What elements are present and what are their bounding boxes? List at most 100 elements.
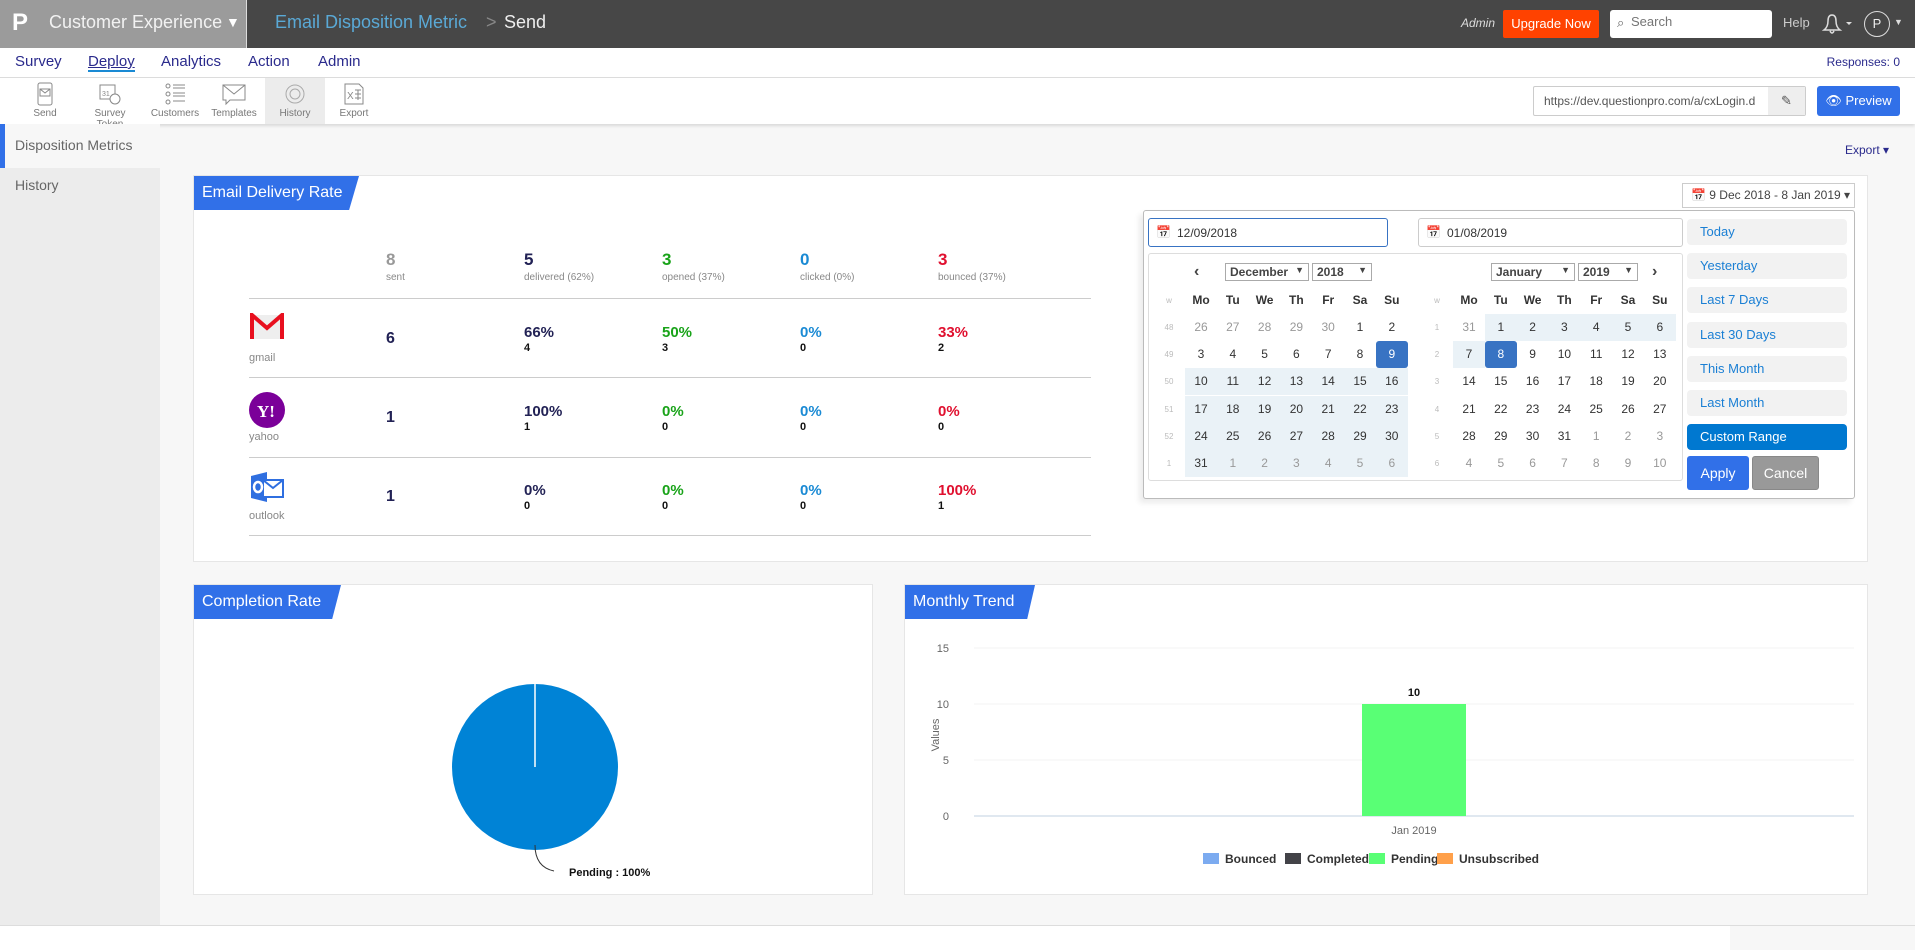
calendar-day[interactable]: 2 [1624,428,1632,443]
calendar-day[interactable]: 28 [1257,320,1272,334]
calendar-day[interactable]: 6 [1643,314,1676,341]
legend-completed[interactable]: Completed [1307,852,1369,866]
tool-history[interactable]: History [265,78,325,124]
breadcrumb-survey[interactable]: Email Disposition Metric [275,12,468,32]
calendar-day[interactable]: 19 [1621,374,1635,389]
range-custom-range[interactable]: Custom Range [1687,424,1847,451]
tool-send[interactable]: Send [15,78,75,124]
calendar-day[interactable]: 7 [1453,341,1485,369]
month-select[interactable]: December ▼ [1225,263,1309,281]
end-date-input[interactable]: 📅 01/08/2019 [1418,218,1683,247]
calendar-day[interactable]: 28 [1312,422,1345,450]
calendar-day[interactable]: 14 [1312,368,1345,396]
calendar-day[interactable]: 26 [1621,401,1635,416]
month-select[interactable]: January ▼ [1491,263,1575,281]
nav-admin[interactable]: Admin [318,53,361,70]
upgrade-button[interactable]: Upgrade Now [1503,10,1599,38]
calendar-day[interactable]: 1 [1484,314,1517,341]
apply-button[interactable]: Apply [1687,456,1749,490]
calendar-day[interactable]: 27 [1226,320,1240,334]
search-box[interactable]: ⌕ [1610,10,1772,38]
calendar-day[interactable]: 17 [1557,374,1572,389]
calendar-day[interactable]: 9 [1624,456,1632,470]
calendar-day[interactable]: 29 [1344,422,1376,450]
cancel-button[interactable]: Cancel [1752,456,1819,490]
calendar-day[interactable]: 3 [1197,347,1205,362]
calendar-day[interactable]: 30 [1525,428,1540,443]
search-input[interactable] [1631,14,1766,29]
legend-swatch[interactable] [1369,853,1385,864]
calendar-day[interactable]: 21 [1312,395,1345,423]
calendar-day[interactable]: 1 [1592,428,1600,443]
calendar-day[interactable]: 2 [1388,320,1396,334]
calendar-day[interactable]: 25 [1589,401,1603,416]
calendar-day[interactable]: 5 [1261,347,1268,362]
calendar-day[interactable]: 31 [1462,320,1476,334]
calendar-day[interactable]: 3 [1656,428,1664,443]
calendar-day[interactable]: 18 [1216,395,1249,423]
nav-analytics[interactable]: Analytics [161,53,222,70]
calendar-day[interactable]: 5 [1344,450,1376,477]
calendar-day[interactable]: 10 [1185,368,1217,396]
calendar-day[interactable]: 23 [1375,395,1408,423]
range-today[interactable]: Today [1687,219,1847,245]
calendar-day[interactable]: 27 [1653,401,1667,416]
nav-deploy[interactable]: Deploy [88,53,135,72]
calendar-day[interactable]: 7 [1561,456,1568,470]
preview-button[interactable]: 👁 Preview [1817,86,1900,116]
pencil-icon[interactable]: ✎ [1768,87,1805,115]
sidebar-item-history[interactable]: History [15,177,59,193]
calendar-day[interactable]: 22 [1494,401,1508,416]
prev-month-icon[interactable]: ‹ [1194,263,1200,280]
calendar-day[interactable]: 17 [1185,395,1217,423]
range-this-month[interactable]: This Month [1687,355,1847,382]
legend-swatch[interactable] [1437,853,1453,864]
calendar-day[interactable]: 6 [1375,450,1408,477]
calendar-day[interactable]: 8 [1356,347,1364,362]
calendar-day[interactable]: 2 [1516,314,1549,341]
range-last-7-days[interactable]: Last 7 Days [1687,287,1847,314]
calendar-day[interactable]: 26 [1194,320,1208,334]
calendar-day[interactable]: 30 [1375,422,1408,450]
calendar-day[interactable]: 25 [1216,422,1249,450]
calendar-day[interactable]: 20 [1653,374,1667,389]
tool-templates[interactable]: Templates [204,78,264,124]
next-month-icon[interactable]: › [1652,263,1658,280]
calendar-day[interactable]: 1 [1356,320,1364,334]
sidebar-item-disposition-metrics[interactable]: Disposition Metrics [0,124,160,168]
legend-pending[interactable]: Pending [1391,852,1438,866]
export-menu[interactable]: Export ▾ [1845,143,1890,157]
calendar-day[interactable]: 12 [1248,368,1281,396]
calendar-day[interactable]: 6 [1293,347,1300,362]
calendar-day[interactable]: 1 [1216,450,1249,477]
tool-customers[interactable]: Customers [145,78,205,124]
calendar-day[interactable]: 4 [1229,347,1237,362]
help-link[interactable]: Help [1783,15,1810,30]
calendar-day[interactable]: 16 [1375,368,1408,396]
tool-export[interactable]: X Export [324,78,384,124]
calendar-day[interactable]: 23 [1525,401,1540,416]
range-yesterday[interactable]: Yesterday [1687,253,1847,280]
avatar[interactable]: P [1864,11,1890,37]
calendar-day[interactable]: 3 [1280,450,1313,477]
calendar-day[interactable]: 11 [1216,368,1249,396]
calendar-day[interactable]: 29 [1289,320,1304,334]
calendar-day[interactable]: 30 [1321,320,1335,334]
calendar-day[interactable]: 29 [1494,428,1508,443]
calendar-day[interactable]: 14 [1462,374,1476,389]
calendar-day[interactable]: 24 [1557,401,1572,416]
calendar-day[interactable]: 4 [1312,450,1345,477]
calendar-day[interactable]: 20 [1280,395,1313,423]
legend-swatch[interactable] [1203,853,1219,864]
legend-unsubscribed[interactable]: Unsubscribed [1459,852,1539,866]
calendar-day[interactable]: 10 [1557,347,1572,362]
calendar-day[interactable]: 9 [1529,347,1536,362]
legend-bounced[interactable]: Bounced [1225,852,1276,866]
calendar-day[interactable]: 7 [1324,347,1332,362]
legend-swatch[interactable] [1285,853,1301,864]
nav-action[interactable]: Action [248,53,290,70]
calendar-day[interactable]: 31 [1557,428,1572,443]
calendar-day[interactable]: 26 [1248,422,1281,450]
calendar-day[interactable]: 27 [1280,422,1313,450]
